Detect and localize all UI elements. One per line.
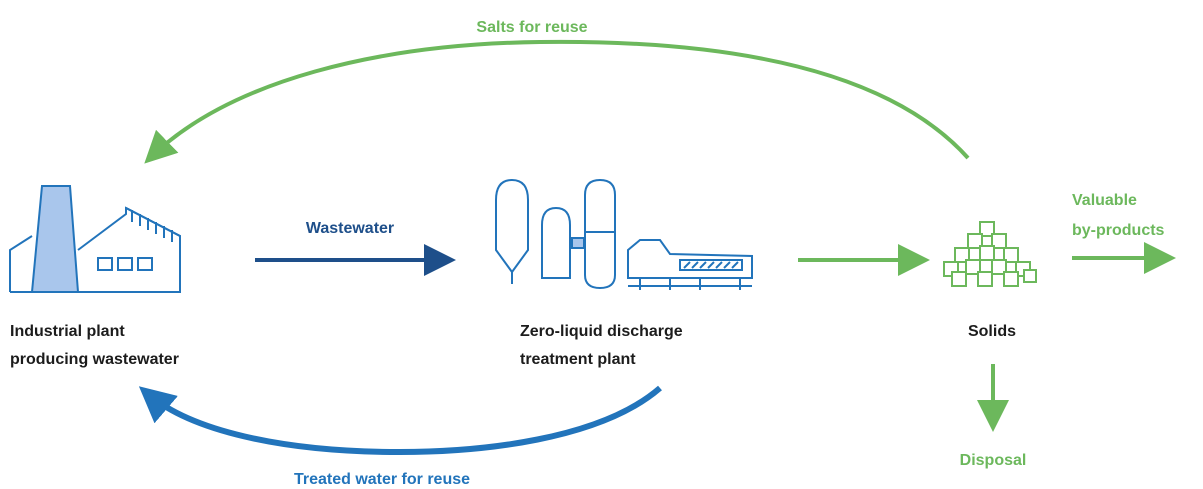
zld-icon: [495, 178, 753, 290]
flow-label: Treated water for reuse: [294, 471, 470, 488]
factory-icon: [9, 185, 181, 293]
node-label: by-products: [1072, 222, 1165, 239]
treated-arc: [138, 385, 662, 456]
node-label: Solids: [968, 323, 1016, 340]
node-label: Valuable: [1072, 192, 1137, 209]
node-label: Industrial plant: [10, 323, 125, 340]
node-label: treatment plant: [520, 351, 636, 368]
flow-label: Salts for reuse: [476, 19, 587, 36]
node-label: Disposal: [960, 452, 1027, 469]
salts-arc: [144, 39, 970, 164]
solids-icon: [943, 221, 1037, 287]
flow-label: Wastewater: [306, 220, 394, 237]
node-label: Zero-liquid discharge: [520, 323, 683, 340]
node-label: producing wastewater: [10, 351, 179, 368]
